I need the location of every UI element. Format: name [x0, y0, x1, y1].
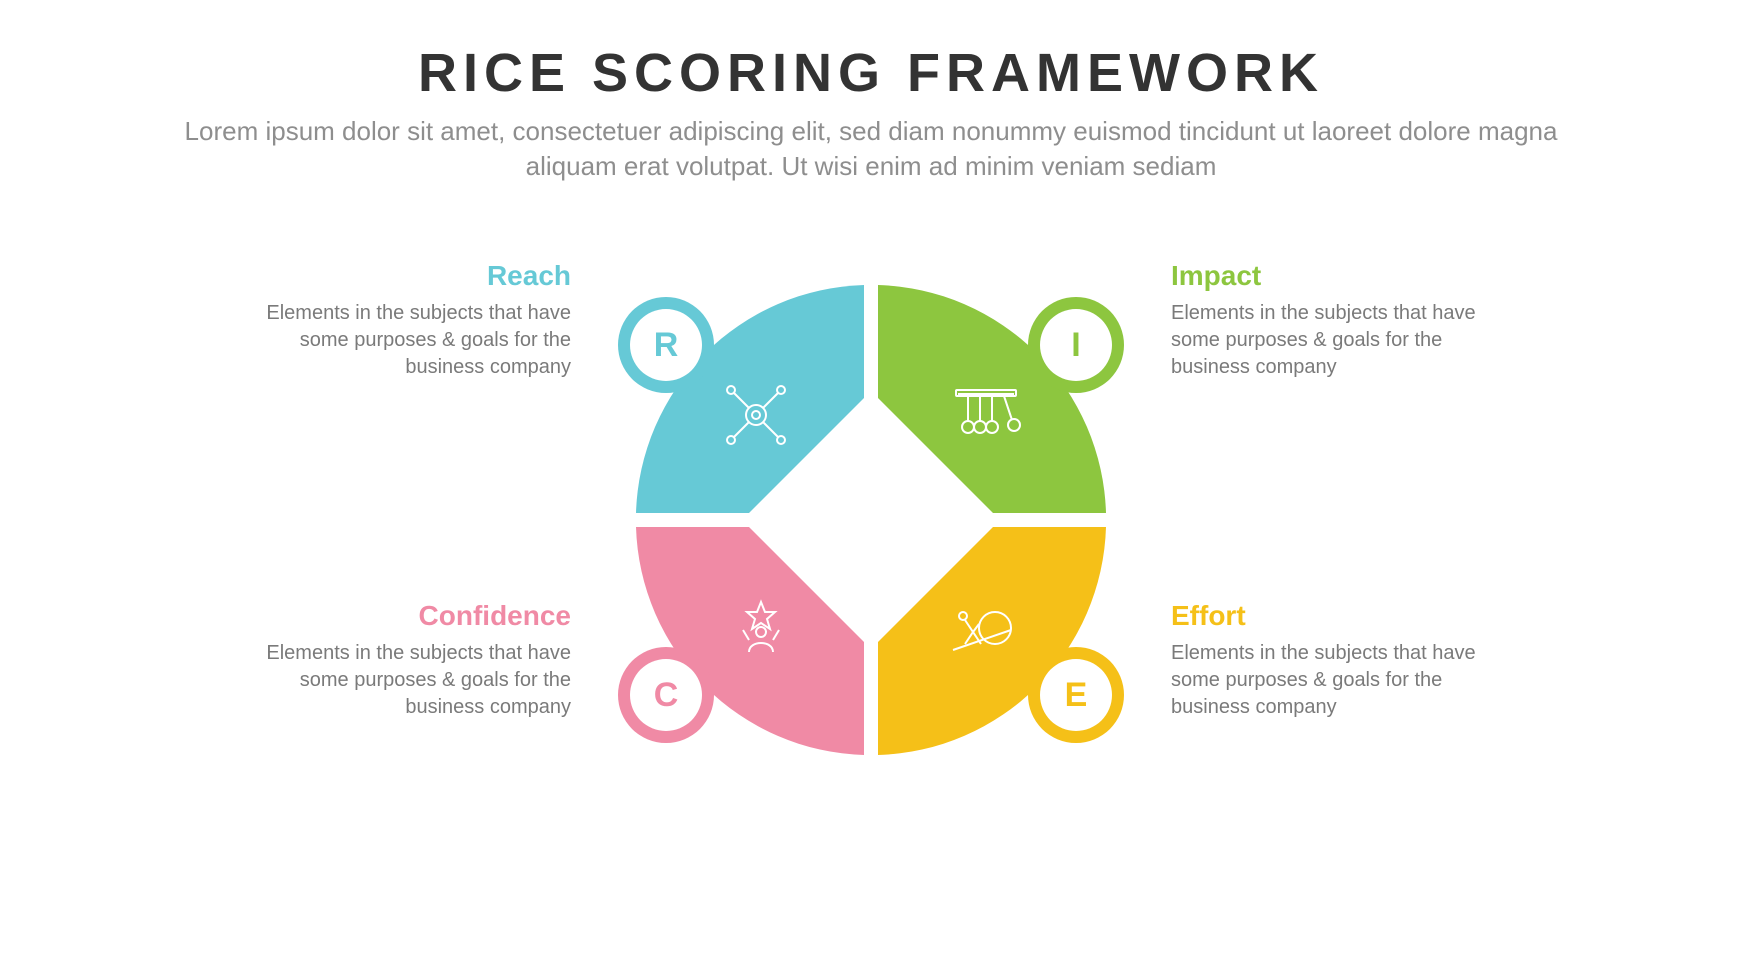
callout-title-effort: Effort — [1171, 600, 1511, 632]
page-subtitle: Lorem ipsum dolor sit amet, consectetuer… — [171, 114, 1571, 184]
quadrant-circle: R I — [521, 220, 1221, 820]
callout-title-reach: Reach — [231, 260, 571, 292]
quadrant-impact: I — [878, 285, 1124, 513]
quadrant-effort: E — [878, 527, 1124, 755]
callout-desc-effort: Elements in the subjects that have some … — [1171, 640, 1511, 721]
badge-letter-effort: E — [1065, 676, 1088, 714]
badge-letter-confidence: C — [654, 676, 679, 714]
callout-title-confidence: Confidence — [231, 600, 571, 632]
callout-desc-confidence: Elements in the subjects that have some … — [231, 640, 571, 721]
diagram: R I — [0, 220, 1742, 920]
badge-letter-impact: I — [1071, 326, 1080, 364]
callout-desc-reach: Elements in the subjects that have some … — [231, 300, 571, 381]
page-title: RICE SCORING FRAMEWORK — [0, 42, 1742, 104]
page-root: RICE SCORING FRAMEWORK Lorem ipsum dolor… — [0, 0, 1742, 980]
quadrant-reach: R — [618, 285, 864, 513]
header: RICE SCORING FRAMEWORK Lorem ipsum dolor… — [0, 0, 1742, 184]
quadrant-confidence: C — [618, 527, 864, 755]
badge-letter-reach: R — [654, 326, 679, 364]
callout-title-impact: Impact — [1171, 260, 1511, 292]
callout-impact: Impact Elements in the subjects that hav… — [1171, 260, 1511, 381]
callout-reach: Reach Elements in the subjects that have… — [231, 260, 571, 381]
callout-desc-impact: Elements in the subjects that have some … — [1171, 300, 1511, 381]
callout-effort: Effort Elements in the subjects that hav… — [1171, 600, 1511, 721]
callout-confidence: Confidence Elements in the subjects that… — [231, 600, 571, 721]
